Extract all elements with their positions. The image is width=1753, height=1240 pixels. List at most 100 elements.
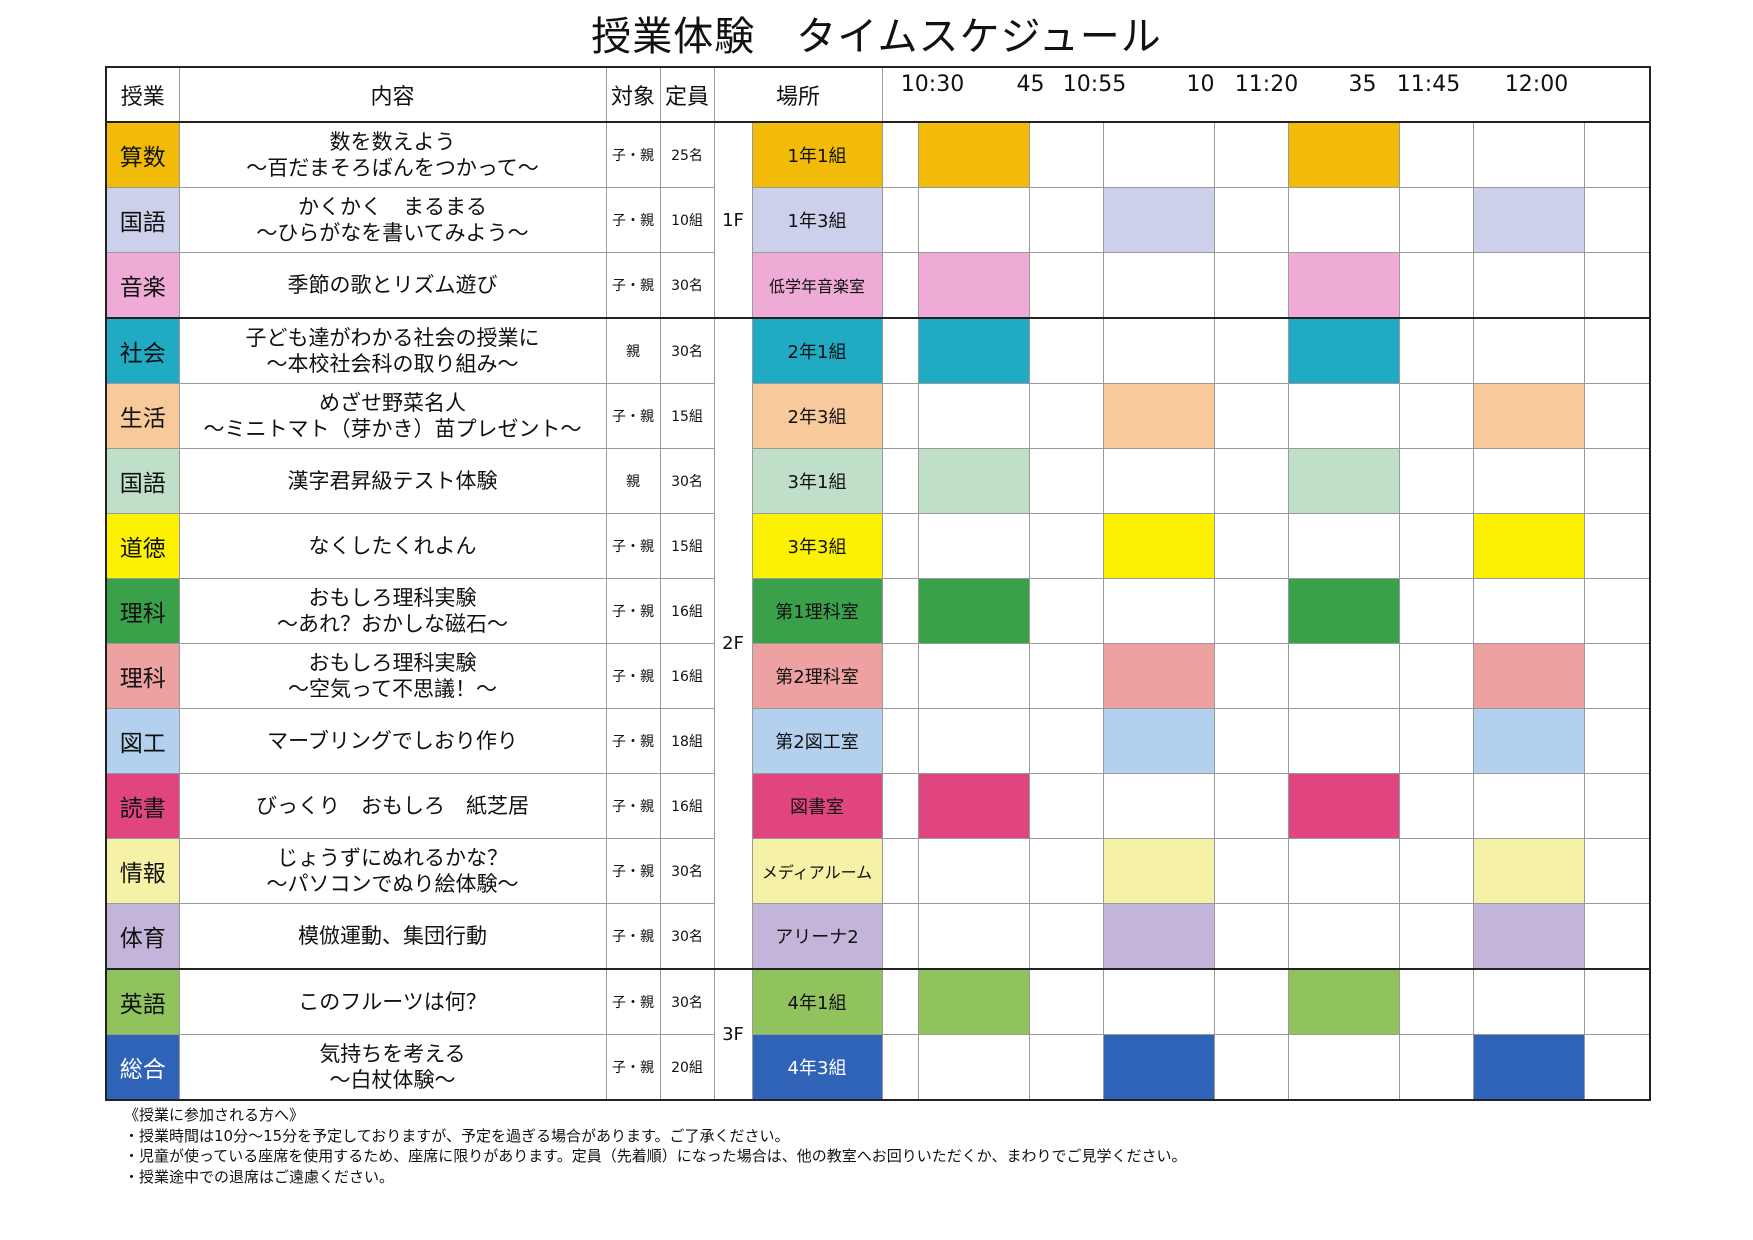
timeline-slot	[1583, 578, 1651, 644]
note-item: ・授業時間は10分～15分を予定しておりますが、予定を過ぎる場合があります。ご了…	[124, 1126, 790, 1145]
timeline-slot	[1583, 838, 1651, 904]
content-line: おもしろ理科実験	[308, 585, 477, 610]
timeline-slot	[1287, 578, 1400, 644]
timeline-slot	[1287, 968, 1400, 1035]
timeline-slot	[917, 383, 1030, 449]
timeline-gap	[881, 383, 919, 449]
content-line: ～白杖体験～	[329, 1068, 456, 1092]
table-row: 音楽 季節の歌とリズム遊び 子・親 30名 低学年音楽室	[105, 252, 1651, 319]
header-timeline: 10:30 45 10:55 10 11:20 35 11:45 12:00	[881, 66, 1651, 123]
timeline-slot	[1583, 187, 1651, 253]
target-cell: 子・親	[605, 643, 661, 709]
capacity-cell: 30名	[659, 903, 715, 970]
header-place: 場所	[713, 66, 883, 123]
timeline-slot	[1028, 643, 1104, 709]
content-cell: じょうずにぬれるかな？ ～パソコンでぬり絵体験～	[178, 838, 607, 904]
timeline-slot	[1583, 903, 1651, 970]
timeline-slot	[1287, 317, 1400, 384]
timeline-gap	[881, 317, 919, 384]
content-cell: おもしろ理科実験 ～空気って不思議！～	[178, 643, 607, 709]
subject-cell: 情報	[105, 838, 180, 904]
target-cell: 親	[605, 317, 661, 384]
subject-cell: 総合	[105, 1034, 180, 1101]
capacity-cell: 30名	[659, 838, 715, 904]
timeline-slot	[1287, 513, 1400, 579]
subject-cell: 算数	[105, 121, 180, 188]
capacity-cell: 10組	[659, 187, 715, 253]
timeline-slot	[1287, 121, 1400, 188]
table-row: 国語 かくかく まるまる ～ひらがなを書いてみよう～ 子・親 10組 1年3組	[105, 187, 1651, 253]
timeline-slot	[1472, 838, 1585, 904]
content-cell: なくしたくれよん	[178, 513, 607, 579]
target-cell: 子・親	[605, 121, 661, 188]
subject-cell: 英語	[105, 968, 180, 1035]
timeline-slot	[1583, 383, 1651, 449]
timeline-slot	[1213, 643, 1289, 709]
table-row: 国語 漢字君昇級テスト体験 親 30名 3年1組	[105, 448, 1651, 514]
timeline-slot	[1472, 448, 1585, 514]
capacity-cell: 30名	[659, 968, 715, 1035]
timeline-gap	[881, 968, 919, 1035]
timeline-slot	[1028, 383, 1104, 449]
timeline-slot	[1287, 903, 1400, 970]
subject-cell: 生活	[105, 383, 180, 449]
timeline-slot	[917, 838, 1030, 904]
subject-cell: 国語	[105, 187, 180, 253]
timeline-slot	[1398, 708, 1474, 774]
timeline-gap	[881, 121, 919, 188]
target-cell: 子・親	[605, 1034, 661, 1101]
timeline-slot	[1028, 513, 1104, 579]
timeline-slot	[1398, 643, 1474, 709]
timeline-slot	[1287, 773, 1400, 839]
capacity-cell: 30名	[659, 252, 715, 319]
notes-heading: 《授業に参加される方へ》	[124, 1106, 305, 1124]
content-cell: おもしろ理科実験 ～あれ？おかしな磁石～	[178, 578, 607, 644]
timeline-slot	[1028, 187, 1104, 253]
timeline-slot	[1287, 448, 1400, 514]
timeline-gap	[881, 838, 919, 904]
timeline-slot	[917, 643, 1030, 709]
timeline-slot	[1398, 121, 1474, 188]
timeline-slot	[1213, 252, 1289, 319]
timeline-slot	[1472, 252, 1585, 319]
timeline-slot	[1102, 903, 1215, 970]
time-label: 35	[1348, 72, 1377, 97]
time-label: 11:20	[1234, 72, 1299, 97]
content-line: ～本校社会科の取り組み～	[266, 352, 519, 376]
timeline-slot	[1213, 448, 1289, 514]
timeline-slot	[1472, 903, 1585, 970]
content-cell: 数を数えよう ～百だまそろばんをつかって～	[178, 121, 607, 188]
timeline-slot	[1583, 1034, 1651, 1101]
content-line: かくかく まるまる	[298, 194, 487, 219]
table-row: 体育 模倣運動、集団行動 子・親 30名 アリーナ2	[105, 903, 1651, 970]
room-cell: 4年3組	[751, 1034, 883, 1101]
header-target: 対象	[605, 66, 661, 123]
room-cell: 第2理科室	[751, 643, 883, 709]
floor-cell: 3F	[713, 968, 753, 1101]
timeline-slot	[1102, 448, 1215, 514]
timeline-gap	[881, 773, 919, 839]
timeline-slot	[1102, 643, 1215, 709]
content-line: 子ども達がわかる社会の授業に	[245, 325, 540, 350]
target-cell: 子・親	[605, 187, 661, 253]
timeline-gap	[881, 513, 919, 579]
timeline-slot	[1472, 968, 1585, 1035]
target-cell: 子・親	[605, 708, 661, 774]
timeline-slot	[1102, 838, 1215, 904]
notes: 《授業に参加される方へ》・授業時間は10分～15分を予定しておりますが、予定を過…	[124, 1105, 1186, 1187]
target-cell: 子・親	[605, 252, 661, 319]
timeline-slot	[1213, 708, 1289, 774]
timeline-slot	[917, 578, 1030, 644]
content-line: マーブリングでしおり作り	[267, 728, 518, 753]
content-cell: びっくり おもしろ 紙芝居	[178, 773, 607, 839]
timeline-slot	[1102, 121, 1215, 188]
capacity-cell: 16組	[659, 578, 715, 644]
timeline-slot	[1102, 187, 1215, 253]
subject-cell: 理科	[105, 643, 180, 709]
timeline-slot	[1583, 773, 1651, 839]
content-cell: マーブリングでしおり作り	[178, 708, 607, 774]
table-row: 図工 マーブリングでしおり作り 子・親 18組 第2図工室	[105, 708, 1651, 774]
table-row: 道徳 なくしたくれよん 子・親 15組 3年3組	[105, 513, 1651, 579]
timeline-slot	[1028, 578, 1104, 644]
timeline-slot	[1287, 838, 1400, 904]
